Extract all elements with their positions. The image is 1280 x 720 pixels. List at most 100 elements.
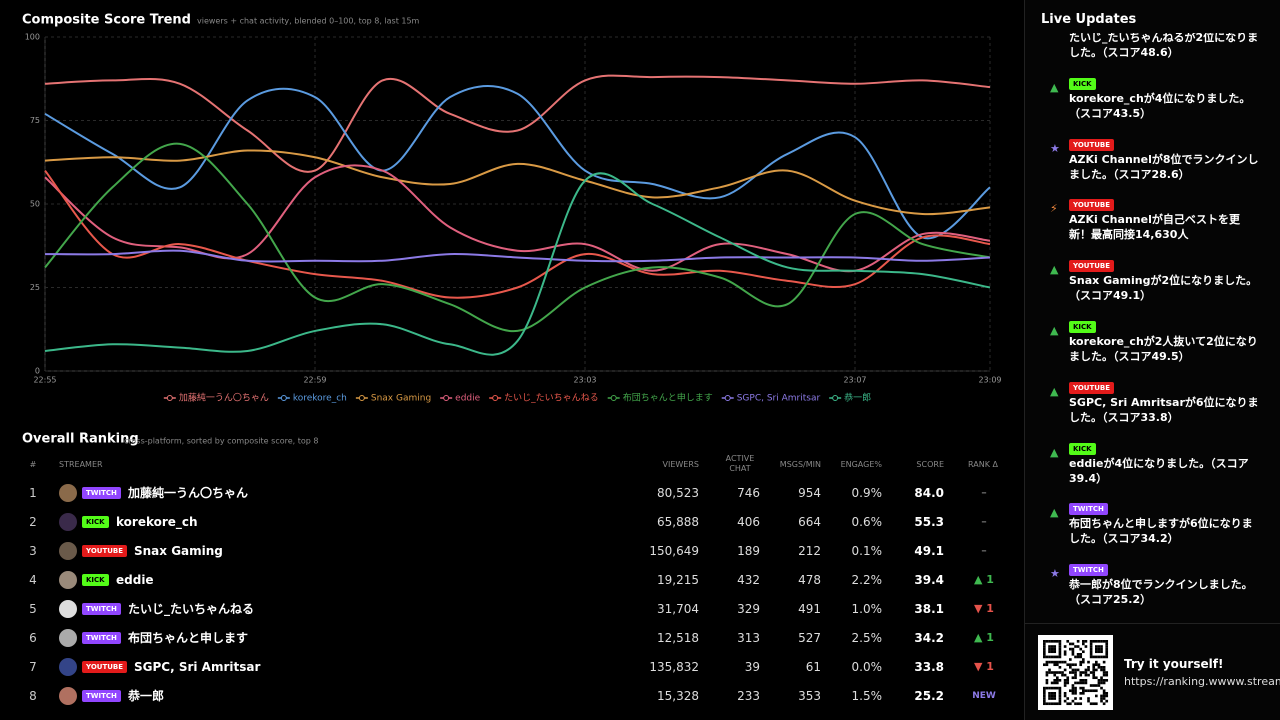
cell-value: 0.0% [851,660,883,674]
qr-module [1043,692,1046,695]
legend-swatch [832,395,839,401]
qr-module [1082,650,1085,654]
live-text: たいじ_たいちゃんねるが2位になりました。（スコア48.6） [1069,33,1259,59]
live-icon: ▲ [1050,263,1059,277]
cell-value: 0.6% [851,515,883,529]
qr-module [1058,666,1062,669]
cell-value: 34.2 [914,631,944,645]
qr-module [1097,679,1101,682]
avatar [59,629,77,647]
streamer-name: たいじ_たいちゃんねる [128,602,255,616]
qr-module [1069,642,1072,646]
qr-module [1105,653,1109,656]
cell-value: 313 [737,631,760,645]
qr-module [1043,663,1046,667]
legend-label: eddie [455,394,480,404]
qr-module [1043,645,1046,648]
qr-module [1069,663,1072,667]
live-text: korekore_chが2人抜いて2位になりました。（スコア49.5） [1069,335,1258,363]
qr-module [1061,660,1064,664]
qr-module [1063,653,1067,656]
qr-module [1100,645,1103,648]
qr-module [1097,684,1101,687]
qr-module [1048,650,1051,654]
cell-value: 61 [805,660,821,674]
live-icon: ▲ [1050,80,1059,94]
qr-module [1071,663,1075,667]
cell-value: 25.2 [914,689,944,703]
qr-module [1089,642,1093,646]
rank: 5 [29,602,37,616]
qr-module [1074,692,1077,695]
avatar [59,658,77,676]
platform-badge: KICK [82,516,109,528]
qr-module [1056,676,1059,680]
qr-module [1048,697,1051,700]
qr-module [1048,686,1051,690]
live-text: 布団ちゃんと申しますが6位になりました。（スコア34.2） [1069,517,1253,546]
table-header: ACTIVE CHAT [725,454,755,473]
live-icon: ★ [1050,141,1060,155]
qr-module [1071,668,1075,672]
cell-value: 135,832 [649,660,699,674]
ranking-title: Overall Ranking [22,432,139,447]
legend-label: Snax Gaming [371,394,431,404]
qr-module [1071,684,1075,687]
qr-module [1079,697,1083,700]
live-icon: ▲ [1050,324,1059,337]
cell-value: 150,649 [649,544,699,558]
qr-module [1058,647,1062,651]
qr-module [1050,694,1054,698]
qr-module [1089,640,1093,643]
legend-item: SGPC, Sri Amritsar [721,394,820,404]
qr-module [1087,697,1090,700]
table-header: MSGS/MIN [779,460,821,469]
live-text: 恭一郎が8位でランクインしました。（スコア25.2） [1069,578,1253,607]
qr-module [1071,692,1075,695]
qr-module [1105,647,1109,651]
series-line [44,169,991,299]
platform-badge: TWITCH [82,632,121,644]
qr-module [1100,676,1103,680]
qr-module [1079,686,1083,690]
avatar [59,542,77,560]
x-tick-label: 23:09 [978,376,1001,385]
table-header: STREAMER [59,460,103,469]
qr-module [1076,655,1080,659]
qr-module [1071,642,1075,646]
qr-module [1076,640,1080,643]
series-line [44,172,991,356]
qr-module [1076,645,1080,648]
rank-change: – [981,544,987,557]
qr-module [1058,660,1062,664]
qr-module [1048,640,1051,643]
cell-value: 1.5% [851,689,883,703]
qr-module [1058,699,1062,703]
streamer-name: eddie [116,573,154,587]
qr-module [1102,692,1106,695]
qr-module [1058,653,1062,656]
qr-module [1097,666,1101,669]
platform-badge: KICK [1069,77,1096,90]
live-icon: ▲ [1050,506,1059,520]
live-icon: ★ [1050,567,1060,581]
qr-module [1105,645,1109,648]
cta-url[interactable]: https://ranking.wwww.stream [1124,675,1280,688]
platform-badge: KICK [1069,442,1096,455]
qr-module [1053,702,1057,706]
qr-code[interactable] [1038,635,1113,710]
qr-module [1056,655,1059,659]
qr-module [1056,702,1059,706]
qr-module [1092,676,1096,680]
platform-badge: YOUTUBE [82,545,128,557]
qr-module [1082,681,1085,685]
legend-label: 恭一郎 [844,392,871,404]
qr-module [1069,666,1072,669]
qr-module [1053,660,1057,664]
qr-module [1079,647,1083,651]
qr-module [1045,640,1049,643]
rank-change: ▼ 1 [974,660,994,673]
legend-label: 布団ちゃんと申します [623,392,713,404]
series-line [44,142,991,332]
platform-badge: TWITCH [82,487,121,499]
